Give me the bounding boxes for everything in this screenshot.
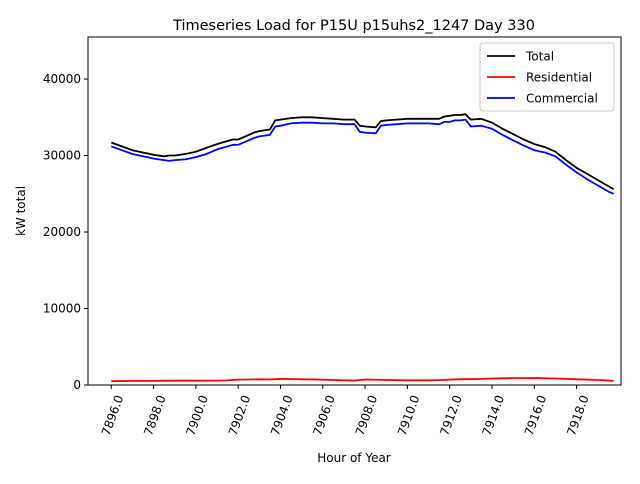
axes-frame <box>87 36 622 386</box>
y-tick-label: 20000 <box>43 225 81 239</box>
x-tick-label: 7896.0 <box>99 393 127 437</box>
series-line-commercial <box>110 118 614 195</box>
y-tick-label: 40000 <box>43 72 81 86</box>
x-tick-label: 7918.0 <box>564 393 592 437</box>
x-tick-label: 7908.0 <box>353 393 381 437</box>
x-tick-label: 7916.0 <box>522 393 550 437</box>
y-axis-ticks: 0 10000 20000 30000 40000 <box>43 72 88 392</box>
x-tick-label: 7904.0 <box>268 393 296 437</box>
x-tick-label: 7914.0 <box>480 393 508 437</box>
x-tick-label: 7912.0 <box>437 393 465 437</box>
legend-label-residential: Residential <box>526 71 592 85</box>
y-tick-label: 10000 <box>43 302 81 316</box>
plot-lines <box>110 113 615 383</box>
x-tick-label: 7910.0 <box>395 393 423 437</box>
x-tick-label: 7898.0 <box>141 393 169 437</box>
x-axis-ticks: 7896.0 7898.0 7900.0 7902.0 7904.0 7906.0 7908… <box>99 385 592 438</box>
y-tick-label: 0 <box>73 378 81 392</box>
x-tick-label: 7906.0 <box>310 393 338 437</box>
series-line-total <box>110 113 615 190</box>
chart-title: Timeseries Load for P15U p15uhs2_1247 Da… <box>172 18 535 34</box>
y-axis-label: kW total <box>14 186 28 236</box>
legend-label-total: Total <box>525 50 554 64</box>
legend-label-commercial: Commercial <box>526 92 598 106</box>
x-axis-label: Hour of Year <box>317 451 391 465</box>
legend-box <box>479 42 615 112</box>
series-line-residential <box>111 377 614 383</box>
x-tick-label: 7902.0 <box>226 393 254 437</box>
legend: Total Residential Commercial <box>479 42 615 112</box>
y-tick-label: 30000 <box>43 149 81 163</box>
x-tick-label: 7900.0 <box>183 393 211 437</box>
